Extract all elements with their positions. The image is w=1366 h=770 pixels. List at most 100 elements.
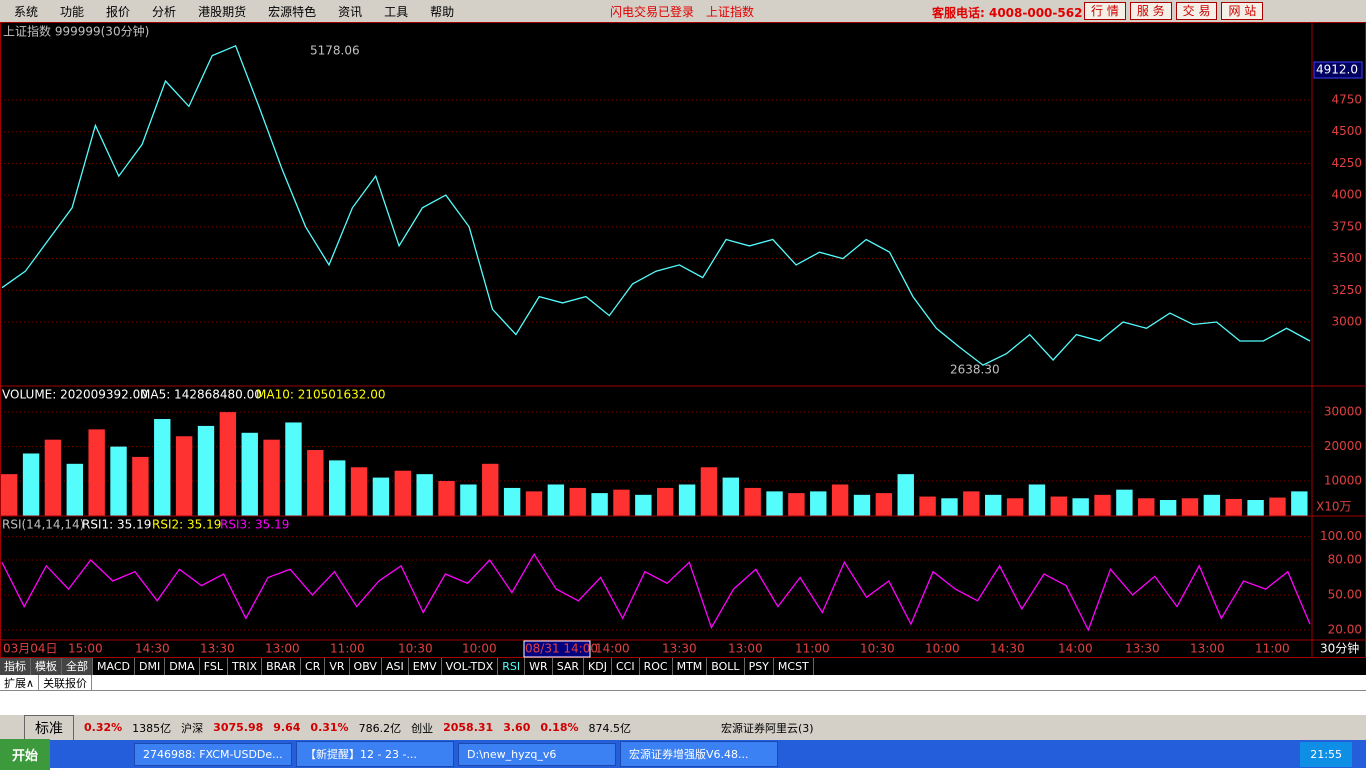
top-button[interactable]: 行 情 — [1084, 2, 1126, 20]
indicator-tab[interactable]: MTM — [673, 658, 708, 675]
y-tick-label: 100.00 — [1320, 529, 1362, 543]
x-tick-label: 13:00 — [728, 642, 763, 656]
server-label: 宏源证券阿里云(3) — [721, 721, 814, 735]
y-tick-label: 50.00 — [1328, 587, 1362, 601]
status-item: 创业 — [411, 721, 434, 735]
indicator-tab[interactable]: 模板 — [31, 658, 62, 675]
menu-item[interactable]: 宏源特色 — [268, 4, 317, 19]
y-tick-label: 3250 — [1331, 283, 1362, 297]
indicator-tab[interactable]: VOL-TDX — [442, 658, 499, 675]
status-item: 沪深 — [181, 721, 204, 735]
volume-bar — [66, 463, 83, 516]
current-box — [1313, 61, 1363, 79]
x-tick-label: 11:00 — [795, 642, 830, 656]
indicator-tab[interactable]: DMA — [165, 658, 200, 675]
task-window[interactable]: 【新提醒】12 - 23 -... — [296, 741, 455, 767]
menu-item[interactable]: 工具 — [384, 4, 409, 19]
extra-tabs: 扩展∧ 关联报价 — [0, 675, 1366, 691]
top-button[interactable]: 交 易 — [1175, 2, 1218, 20]
indicator-tab[interactable]: CR — [301, 658, 326, 675]
status-link[interactable]: 闪电交易已登录 — [610, 5, 695, 19]
volume-bar — [1181, 498, 1199, 516]
indicator-tab[interactable]: ROC — [640, 658, 673, 675]
volume-bar — [635, 494, 652, 516]
menu-item[interactable]: 功能 — [60, 4, 85, 19]
volume-bar — [613, 489, 630, 516]
volume-bar — [591, 493, 608, 516]
menu-item[interactable]: 分析 — [152, 4, 177, 19]
volume-bar — [788, 493, 805, 516]
extra-tab[interactable]: 关联报价 — [39, 675, 93, 690]
task-window[interactable]: 宏源证券增强版V6.48... — [620, 741, 779, 767]
indicator-tab[interactable]: FSL — [200, 658, 228, 675]
volume-bar — [110, 446, 127, 516]
menu-item[interactable]: 帮助 — [430, 4, 455, 19]
status-item: 0.32% — [84, 721, 123, 734]
volume-bar — [175, 436, 193, 516]
start-button[interactable]: 开始 — [0, 738, 51, 770]
volume-bar — [525, 491, 543, 516]
status-link[interactable]: 上证指数 — [706, 5, 755, 19]
y-tick-label: 4250 — [1331, 156, 1362, 170]
status-item: 0.18% — [540, 721, 579, 734]
status-bar: 标准 0.32% 1385亿 沪深 3075.98 9.64 0.31% 786.2亿 创业 20… — [0, 714, 1366, 741]
status-item: 3075.98 — [213, 721, 264, 734]
volume-bar — [416, 474, 433, 516]
volume-bar — [22, 453, 40, 516]
status-item: 2058.31 — [443, 721, 494, 734]
indicator-tab[interactable]: MCST — [774, 658, 814, 675]
volume-bar — [482, 463, 499, 516]
volume-bar — [307, 450, 324, 516]
menu-item[interactable]: 港股期货 — [198, 4, 247, 19]
volume-bar — [350, 467, 368, 516]
menu-item[interactable]: 资讯 — [338, 4, 363, 19]
y-tick-label: 3500 — [1331, 251, 1362, 265]
volume-bar — [766, 491, 783, 516]
mode-button[interactable]: 标准 — [24, 714, 74, 741]
ma10-label: MA10: 210501632.00 — [256, 388, 386, 402]
volume-bar — [985, 494, 1002, 516]
status-item: 9.64 — [273, 721, 301, 734]
menu-item[interactable]: 报价 — [106, 4, 131, 19]
volume-bar — [1050, 496, 1067, 516]
volume-bar — [1138, 498, 1155, 516]
series-line — [1, 552, 1311, 632]
volume-bar — [853, 494, 871, 516]
indicator-tab[interactable]: BRAR — [262, 658, 302, 675]
x-tick-label: 14:00 — [1058, 642, 1093, 656]
extra-tab[interactable]: 扩展∧ — [0, 675, 40, 690]
indicator-tab[interactable]: KDJ — [584, 658, 612, 675]
indicator-tab[interactable]: RSI — [498, 658, 526, 675]
hotline: 客服电话: 4008-000-562 — [932, 6, 1083, 20]
indicator-tab[interactable]: ASI — [382, 658, 409, 675]
indicator-tab[interactable]: MACD — [93, 658, 135, 675]
indicator-tab[interactable]: DMI — [135, 658, 166, 675]
indicator-tab[interactable]: OBV — [350, 658, 382, 675]
indicator-tab[interactable]: VR — [325, 658, 350, 675]
unit-label: X10万 — [1316, 500, 1352, 514]
top-button[interactable]: 网 站 — [1221, 2, 1264, 20]
volume-bar — [678, 484, 696, 516]
volume-bar — [219, 412, 237, 516]
indicator-tab[interactable]: BOLL — [707, 658, 745, 675]
top-button[interactable]: 服 务 — [1129, 2, 1172, 20]
indicator-tab[interactable]: 全部 — [62, 658, 93, 675]
volume-bar — [1247, 499, 1264, 516]
y-tick-label: 3000 — [1331, 314, 1362, 328]
task-window[interactable]: D:\new_hyzq_v6 — [458, 742, 617, 766]
task-window[interactable]: 2746988: FXCM-USDDe... — [134, 742, 293, 766]
indicator-tab[interactable]: 指标 — [0, 658, 31, 675]
y-tick-label: 20.00 — [1328, 622, 1362, 636]
volume-bar — [1291, 491, 1308, 516]
indicator-tab[interactable]: SAR — [553, 658, 585, 675]
volume-bar — [197, 425, 215, 516]
indicator-tab[interactable]: WR — [525, 658, 553, 675]
rsi2-label: RSI2: 35.19 — [152, 518, 221, 532]
indicator-tab[interactable]: CCI — [612, 658, 640, 675]
indicator-tab[interactable]: EMV — [409, 658, 442, 675]
indicator-tab[interactable]: PSY — [745, 658, 774, 675]
menu-item[interactable]: 系统 — [14, 4, 39, 19]
indicator-tab[interactable]: TRIX — [228, 658, 263, 675]
volume-bar — [372, 477, 390, 516]
